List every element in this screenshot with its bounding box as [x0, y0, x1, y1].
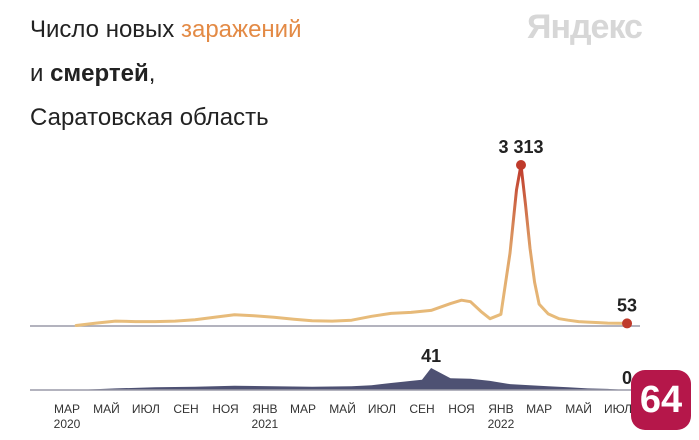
- x-tick-label: МАЙ: [93, 401, 120, 416]
- x-tick-label: СЕН: [409, 402, 434, 416]
- x-tick-label: ЯНВ: [488, 402, 513, 416]
- chart-title: Число новых заражений и смертей, Саратов…: [30, 8, 301, 140]
- x-tick-label: МАЙ: [329, 401, 356, 416]
- deaths-last-label: 0: [622, 368, 632, 388]
- x-tick-label: НОЯ: [448, 402, 474, 416]
- infections-layer: 3 313 53: [30, 137, 640, 329]
- title-line-2: и смертей,: [30, 52, 301, 96]
- x-tick-label: МАР: [290, 402, 316, 416]
- x-tick-label: ИЮЛ: [368, 402, 396, 416]
- infections-last-marker: [622, 318, 633, 329]
- title-part-3: ,: [148, 60, 156, 87]
- deaths-peak-label: 41: [421, 346, 441, 366]
- x-tick-label: ИЮЛ: [604, 402, 632, 416]
- region-badge: 64: [631, 370, 691, 430]
- x-tick-label: МАР: [54, 402, 80, 416]
- title-part-2: и: [30, 60, 51, 87]
- deaths-layer: 41 0: [30, 346, 640, 391]
- infections-peak-marker: [515, 160, 526, 170]
- title-bold-deaths: смертей: [50, 60, 149, 87]
- infections-peak-label: 3 313: [498, 137, 543, 157]
- x-tick-year-label: 2020: [54, 417, 81, 431]
- yandex-logo: Яндекс: [527, 8, 643, 46]
- x-tick-label: МАЙ: [565, 401, 592, 416]
- deaths-series-area: [76, 368, 628, 390]
- infections-last-label: 53: [617, 295, 637, 315]
- title-part-1: Число новых: [30, 16, 181, 43]
- x-tick-label: СЕН: [173, 402, 198, 416]
- x-tick-label: НОЯ: [212, 402, 238, 416]
- x-tick-label: ЯНВ: [252, 402, 277, 416]
- x-tick-year-label: 2022: [488, 417, 515, 431]
- chart-subtitle: Саратовская область: [30, 104, 269, 131]
- title-line-1: Число новых заражений: [30, 8, 301, 52]
- infections-series-line: [74, 163, 629, 327]
- x-tick-label: МАР: [526, 402, 552, 416]
- x-tick-label: ИЮЛ: [132, 402, 160, 416]
- title-accent-infections: заражений: [180, 16, 302, 43]
- x-tick-year-label: 2021: [252, 417, 279, 431]
